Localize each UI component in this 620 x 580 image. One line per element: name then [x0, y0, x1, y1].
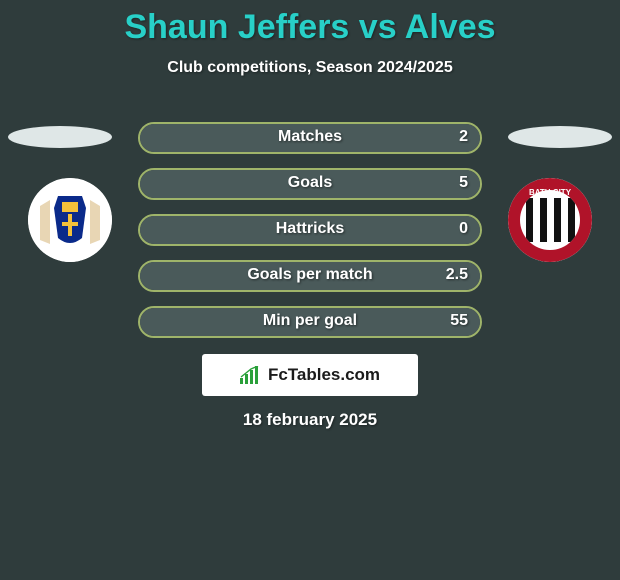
stat-label: Min per goal — [138, 312, 482, 330]
stat-label: Hattricks — [138, 220, 482, 238]
stat-label: Goals per match — [138, 266, 482, 284]
watermark: FcTables.com — [202, 354, 418, 396]
stat-value: 2 — [459, 128, 468, 146]
stats-table: Matches2Goals5Hattricks0Goals per match2… — [138, 122, 482, 352]
stat-value: 2.5 — [446, 266, 468, 284]
stat-row: Goals5 — [138, 168, 482, 200]
crest-text: BATH CITY — [529, 188, 572, 197]
page-title: Shaun Jeffers vs Alves — [0, 0, 620, 47]
stat-value: 0 — [459, 220, 468, 238]
bar-chart-icon — [240, 366, 262, 384]
stat-row: Hattricks0 — [138, 214, 482, 246]
club-crest-right: BATH CITY — [508, 178, 592, 262]
stat-row: Goals per match2.5 — [138, 260, 482, 292]
comparison-card: Shaun Jeffers vs Alves Club competitions… — [0, 0, 620, 580]
avatar-plate-left — [8, 126, 112, 148]
stat-label: Goals — [138, 174, 482, 192]
club-crest-left — [28, 178, 112, 262]
avatar-plate-right — [508, 126, 612, 148]
stat-value: 55 — [450, 312, 468, 330]
shield-crest-icon — [28, 178, 112, 262]
watermark-text: FcTables.com — [268, 365, 380, 385]
striped-crest-icon: BATH CITY — [508, 178, 592, 262]
stat-label: Matches — [138, 128, 482, 146]
date-label: 18 february 2025 — [0, 410, 620, 430]
subtitle: Club competitions, Season 2024/2025 — [0, 59, 620, 77]
stat-row: Matches2 — [138, 122, 482, 154]
stat-row: Min per goal55 — [138, 306, 482, 338]
stat-value: 5 — [459, 174, 468, 192]
